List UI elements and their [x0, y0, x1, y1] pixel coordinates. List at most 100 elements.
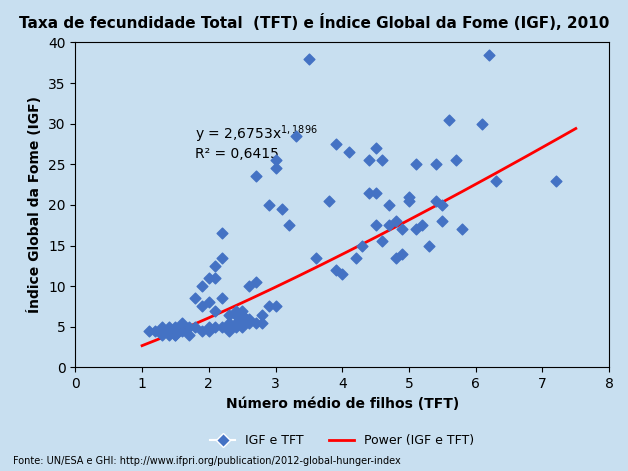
IGF e TFT: [411, 161, 421, 168]
Power (IGF e TFT): [396, 222, 404, 227]
Legend: IGF e TFT, Power (IGF e TFT): IGF e TFT, Power (IGF e TFT): [205, 429, 479, 452]
IGF e TFT: [384, 221, 394, 229]
IGF e TFT: [244, 282, 254, 290]
IGF e TFT: [444, 116, 454, 123]
Power (IGF e TFT): [395, 222, 403, 228]
IGF e TFT: [237, 323, 247, 331]
IGF e TFT: [197, 282, 207, 290]
IGF e TFT: [490, 177, 501, 184]
IGF e TFT: [457, 226, 467, 233]
IGF e TFT: [244, 315, 254, 323]
IGF e TFT: [364, 156, 374, 164]
IGF e TFT: [170, 323, 180, 331]
IGF e TFT: [404, 197, 414, 204]
IGF e TFT: [230, 319, 241, 326]
IGF e TFT: [157, 331, 167, 339]
IGF e TFT: [210, 274, 220, 282]
Y-axis label: Índice Global da Fome (IGF): Índice Global da Fome (IGF): [28, 97, 43, 313]
IGF e TFT: [271, 303, 281, 310]
IGF e TFT: [190, 323, 200, 331]
IGF e TFT: [431, 197, 441, 204]
IGF e TFT: [311, 254, 321, 261]
IGF e TFT: [251, 319, 261, 326]
IGF e TFT: [244, 319, 254, 326]
IGF e TFT: [398, 226, 408, 233]
IGF e TFT: [177, 319, 187, 326]
IGF e TFT: [203, 323, 214, 331]
IGF e TFT: [417, 221, 427, 229]
IGF e TFT: [404, 193, 414, 201]
IGF e TFT: [170, 331, 180, 339]
IGF e TFT: [217, 229, 227, 237]
IGF e TFT: [157, 323, 167, 331]
IGF e TFT: [217, 323, 227, 331]
IGF e TFT: [144, 327, 154, 334]
IGF e TFT: [237, 311, 247, 318]
X-axis label: Número médio de filhos (TFT): Número médio de filhos (TFT): [225, 397, 459, 411]
IGF e TFT: [224, 327, 234, 334]
IGF e TFT: [324, 197, 334, 204]
IGF e TFT: [271, 156, 281, 164]
IGF e TFT: [330, 266, 340, 274]
IGF e TFT: [251, 173, 261, 180]
IGF e TFT: [224, 311, 234, 318]
IGF e TFT: [251, 278, 261, 286]
IGF e TFT: [337, 270, 347, 278]
IGF e TFT: [230, 323, 241, 331]
IGF e TFT: [224, 323, 234, 331]
IGF e TFT: [277, 205, 287, 213]
Power (IGF e TFT): [572, 126, 580, 131]
IGF e TFT: [477, 120, 487, 127]
IGF e TFT: [203, 299, 214, 306]
IGF e TFT: [431, 161, 441, 168]
IGF e TFT: [271, 164, 281, 172]
IGF e TFT: [217, 294, 227, 302]
IGF e TFT: [230, 311, 241, 318]
IGF e TFT: [210, 307, 220, 314]
Text: Fonte: UN/ESA e GHI: http://www.ifpri.org/publication/2012-global-hunger-index: Fonte: UN/ESA e GHI: http://www.ifpri.or…: [13, 456, 400, 466]
IGF e TFT: [377, 156, 387, 164]
Line: Power (IGF e TFT): Power (IGF e TFT): [142, 129, 576, 346]
IGF e TFT: [257, 311, 268, 318]
IGF e TFT: [371, 189, 381, 196]
IGF e TFT: [371, 221, 381, 229]
IGF e TFT: [391, 254, 401, 261]
IGF e TFT: [164, 323, 174, 331]
IGF e TFT: [384, 201, 394, 209]
IGF e TFT: [203, 274, 214, 282]
IGF e TFT: [257, 319, 268, 326]
IGF e TFT: [151, 327, 161, 334]
IGF e TFT: [197, 327, 207, 334]
IGF e TFT: [437, 201, 447, 209]
Power (IGF e TFT): [140, 342, 148, 348]
IGF e TFT: [237, 311, 247, 318]
IGF e TFT: [264, 303, 274, 310]
IGF e TFT: [291, 132, 301, 139]
IGF e TFT: [330, 140, 340, 148]
IGF e TFT: [237, 319, 247, 326]
IGF e TFT: [210, 262, 220, 269]
IGF e TFT: [237, 315, 247, 323]
Power (IGF e TFT): [504, 164, 511, 170]
IGF e TFT: [164, 331, 174, 339]
IGF e TFT: [411, 226, 421, 233]
IGF e TFT: [217, 254, 227, 261]
Text: y = 2,6753x$^{1,1896}$
R² = 0,6415: y = 2,6753x$^{1,1896}$ R² = 0,6415: [195, 123, 318, 162]
IGF e TFT: [164, 327, 174, 334]
IGF e TFT: [190, 294, 200, 302]
IGF e TFT: [203, 327, 214, 334]
IGF e TFT: [350, 254, 360, 261]
IGF e TFT: [484, 51, 494, 58]
IGF e TFT: [551, 177, 561, 184]
IGF e TFT: [264, 201, 274, 209]
IGF e TFT: [357, 242, 367, 249]
Power (IGF e TFT): [531, 148, 539, 154]
Text: Taxa de fecundidade Total  (TFT) e Índice Global da Fome (IGF), 2010: Taxa de fecundidade Total (TFT) e Índice…: [19, 14, 609, 31]
Power (IGF e TFT): [404, 218, 411, 224]
IGF e TFT: [210, 323, 220, 331]
IGF e TFT: [451, 156, 461, 164]
IGF e TFT: [230, 307, 241, 314]
IGF e TFT: [177, 327, 187, 334]
IGF e TFT: [424, 242, 434, 249]
IGF e TFT: [230, 311, 241, 318]
